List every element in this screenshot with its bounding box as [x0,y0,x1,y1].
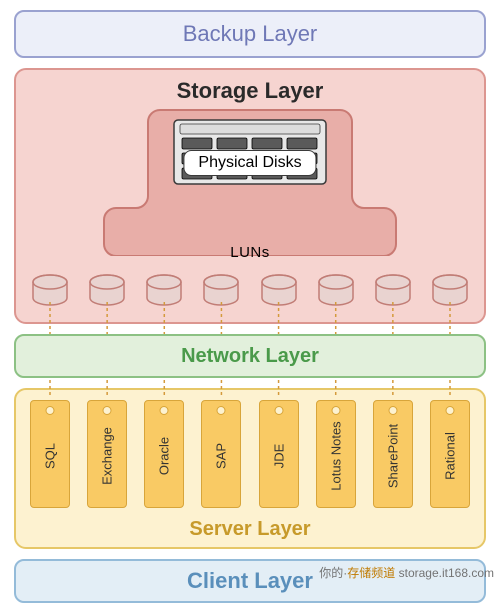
lun-row [26,274,474,308]
server-tag-label: Oracle [157,437,172,475]
watermark-accent: 存储频道 [347,566,395,580]
server-tag: Rational [430,400,470,508]
diagram-root: Backup Layer Storage Layer Physical Disk… [0,0,500,607]
server-tag-label: SharePoint [385,424,400,488]
backup-layer-label: Backup Layer [183,21,318,46]
watermark: 你的·存储频道 storage.it168.com [319,564,494,581]
network-layer-label: Network Layer [181,345,319,367]
server-tag-label: SQL [43,443,58,469]
storage-layer-title: Storage Layer [26,78,474,104]
lun-cylinder [87,274,127,308]
server-tag: SharePoint [373,400,413,508]
backup-layer: Backup Layer [14,10,486,58]
server-tag: Lotus Notes [316,400,356,508]
network-layer: Network Layer [14,334,486,378]
server-tag: Oracle [144,400,184,508]
lun-cylinder [373,274,413,308]
watermark-suffix: storage.it168.com [395,566,494,580]
server-tag: SQL [30,400,70,508]
storage-device [100,106,400,256]
server-tag-row: SQL Exchange Oracle SAP JDE Lotus Notes ShareP… [26,400,474,514]
server-tag: JDE [259,400,299,508]
lun-cylinder [259,274,299,308]
server-tag-label: SAP [214,443,229,469]
server-tag: SAP [201,400,241,508]
server-layer: SQL Exchange Oracle SAP JDE Lotus Notes ShareP… [14,388,486,549]
server-tag: Exchange [87,400,127,508]
physical-disks-badge: Physical Disks [183,150,316,176]
luns-label: LUNs [16,244,484,261]
server-tag-label: JDE [271,444,286,469]
storage-device-svg [100,106,400,256]
lun-cylinder [30,274,70,308]
watermark-prefix: 你的· [319,566,347,580]
lun-cylinder [316,274,356,308]
lun-cylinder [430,274,470,308]
lun-cylinder [144,274,184,308]
storage-layer: Storage Layer Physical Disks LUNs [14,68,486,324]
server-tag-label: Exchange [100,427,115,485]
server-tag-label: Lotus Notes [328,421,343,490]
lun-cylinder [201,274,241,308]
server-layer-title: Server Layer [26,518,474,541]
client-layer-label: Client Layer [187,568,313,593]
server-tag-label: Rational [442,432,457,480]
